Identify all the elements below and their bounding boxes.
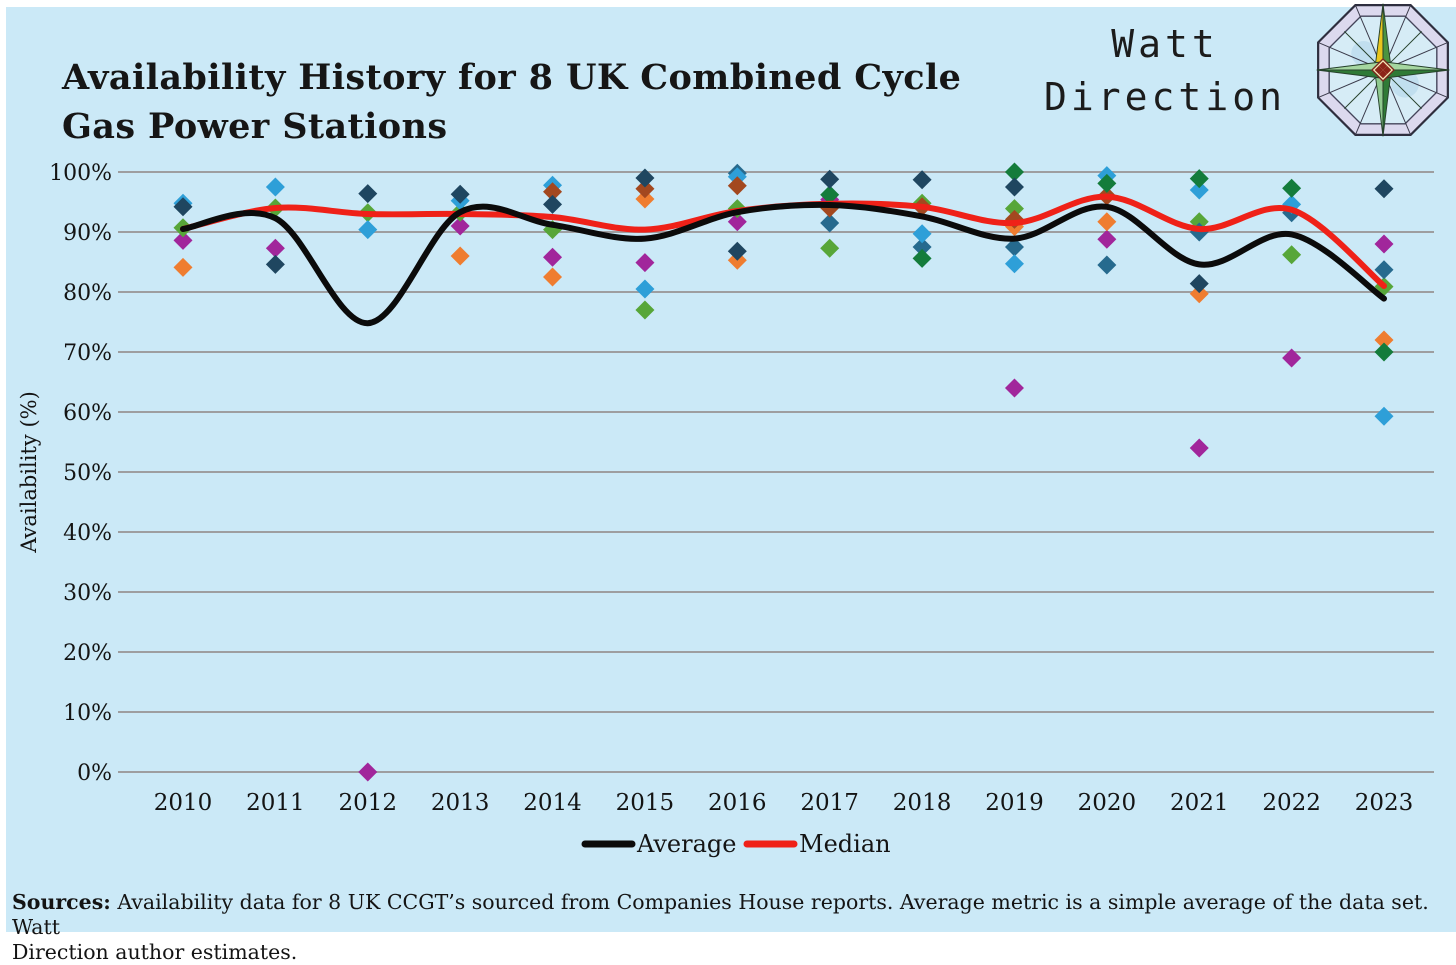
y-tick-label: 20% (63, 641, 112, 666)
station-darkgreen-point (1189, 169, 1209, 189)
y-tick-label: 70% (63, 341, 112, 366)
station-magenta-point (265, 238, 285, 258)
average-line (180, 201, 1388, 327)
station-lightblue-point (265, 177, 285, 197)
y-tick-label: 50% (63, 461, 112, 486)
station-magenta-point (1189, 438, 1209, 458)
x-tick-label: 2016 (708, 790, 767, 816)
station-orange-point (1097, 212, 1117, 232)
station-magenta-point (1004, 378, 1024, 398)
station-lightblue-point (1189, 180, 1209, 200)
availability-chart: 100% 90% 80% 70% 60% 50% 40% 30% 20% 10% 0% Availab… (17, 161, 1434, 858)
x-tick-label: 2011 (246, 790, 305, 816)
y-axis-title: Availability (%) (17, 391, 41, 554)
station-brown-point (635, 179, 655, 199)
station-teal-point (1097, 255, 1117, 275)
station-magenta-point (727, 212, 747, 232)
sources-text: Availability data for 8 UK CCGT’s source… (12, 889, 1429, 939)
x-tick-label: 2021 (1170, 790, 1229, 816)
title-line-1: Availability History for 8 UK Combined C… (62, 57, 962, 99)
y-tick-label: 90% (63, 221, 112, 246)
station-orange-point (635, 189, 655, 209)
station-darkgreen-point (1374, 342, 1394, 362)
y-tick-label: 40% (63, 521, 112, 546)
page-title: Availability History for 8 UK Combined C… (62, 53, 961, 151)
station-magenta-point (1097, 229, 1117, 249)
page-background (6, 7, 1456, 932)
station-magenta-point (450, 216, 470, 236)
x-tick-label: 2023 (1355, 790, 1414, 816)
station-green-point (635, 300, 655, 320)
title-line-2: Gas Power Stations (62, 106, 448, 148)
station-magenta-point (635, 253, 655, 273)
station-navy-point (727, 241, 747, 261)
station-darkgreen-point (1282, 178, 1302, 198)
x-tick-label: 2017 (800, 790, 859, 816)
legend-average-label: Average (636, 830, 736, 858)
station-lightblue-point (358, 220, 378, 240)
station-navy-point (265, 254, 285, 274)
y-tick-label: 80% (63, 281, 112, 306)
station-lightblue-point (635, 279, 655, 299)
station-orange-point (1189, 284, 1209, 304)
station-brown-point (727, 176, 747, 196)
brand-line-1: Watt (1111, 22, 1219, 66)
station-magenta-point (173, 230, 193, 250)
sources-label: Sources: (12, 889, 111, 914)
station-navy-point (912, 170, 932, 190)
x-tick-label: 2022 (1262, 790, 1321, 816)
station-lightblue-point (1004, 254, 1024, 274)
y-tick-label: 30% (63, 581, 112, 606)
station-navy-point (820, 169, 840, 189)
x-tick-label: 2010 (154, 790, 213, 816)
brand-wordmark: Watt Direction (1015, 18, 1315, 124)
x-tick-label: 2019 (985, 790, 1044, 816)
station-magenta-point (1374, 234, 1394, 254)
station-orange-point (543, 267, 563, 287)
station-navy-point (635, 168, 655, 188)
station-darkgreen-point (1004, 162, 1024, 182)
y-tick-label: 100% (49, 161, 112, 186)
x-tick-label: 2012 (338, 790, 397, 816)
station-lightblue-point (912, 224, 932, 244)
legend-median-label: Median (799, 830, 891, 858)
station-orange-point (173, 257, 193, 277)
station-teal-point (1374, 260, 1394, 280)
y-tick-label: 0% (77, 761, 112, 786)
station-magenta-point (543, 247, 563, 267)
sources-text-line2: Direction author estimates. (12, 939, 298, 964)
station-lightblue-point (1374, 406, 1394, 426)
station-navy-point (173, 197, 193, 217)
y-tick-label: 60% (63, 401, 112, 426)
station-navy-point (543, 194, 563, 214)
station-brown-point (543, 182, 563, 202)
station-orange-point (450, 246, 470, 266)
station-magenta-point (358, 762, 378, 782)
x-tick-label: 2020 (1078, 790, 1137, 816)
station-navy-point (1189, 274, 1209, 294)
station-teal-point (820, 213, 840, 233)
station-darkgreen-point (1097, 173, 1117, 193)
station-orange-point (1374, 330, 1394, 350)
station-magenta-point (1282, 348, 1302, 368)
compass-rose-icon (1316, 3, 1450, 137)
station-darkgreen-point (912, 248, 932, 268)
station-navy-point (1004, 177, 1024, 197)
station-green-point (820, 238, 840, 258)
x-tick-label: 2013 (431, 790, 490, 816)
station-navy-point (358, 184, 378, 204)
station-navy-point (1374, 179, 1394, 199)
x-tick-label: 2018 (893, 790, 952, 816)
station-navy-point (450, 184, 470, 204)
station-green-point (1282, 245, 1302, 265)
brand-line-2: Direction (1044, 75, 1286, 119)
station-teal-point (1004, 237, 1024, 257)
y-tick-label: 10% (63, 701, 112, 726)
sources-note: Sources: Availability data for 8 UK CCGT… (12, 890, 1442, 965)
station-teal-point (912, 237, 932, 257)
station-darkgreen-point (820, 185, 840, 205)
station-green-point (1004, 199, 1024, 219)
x-tick-label: 2015 (616, 790, 675, 816)
x-tick-label: 2014 (523, 790, 582, 816)
